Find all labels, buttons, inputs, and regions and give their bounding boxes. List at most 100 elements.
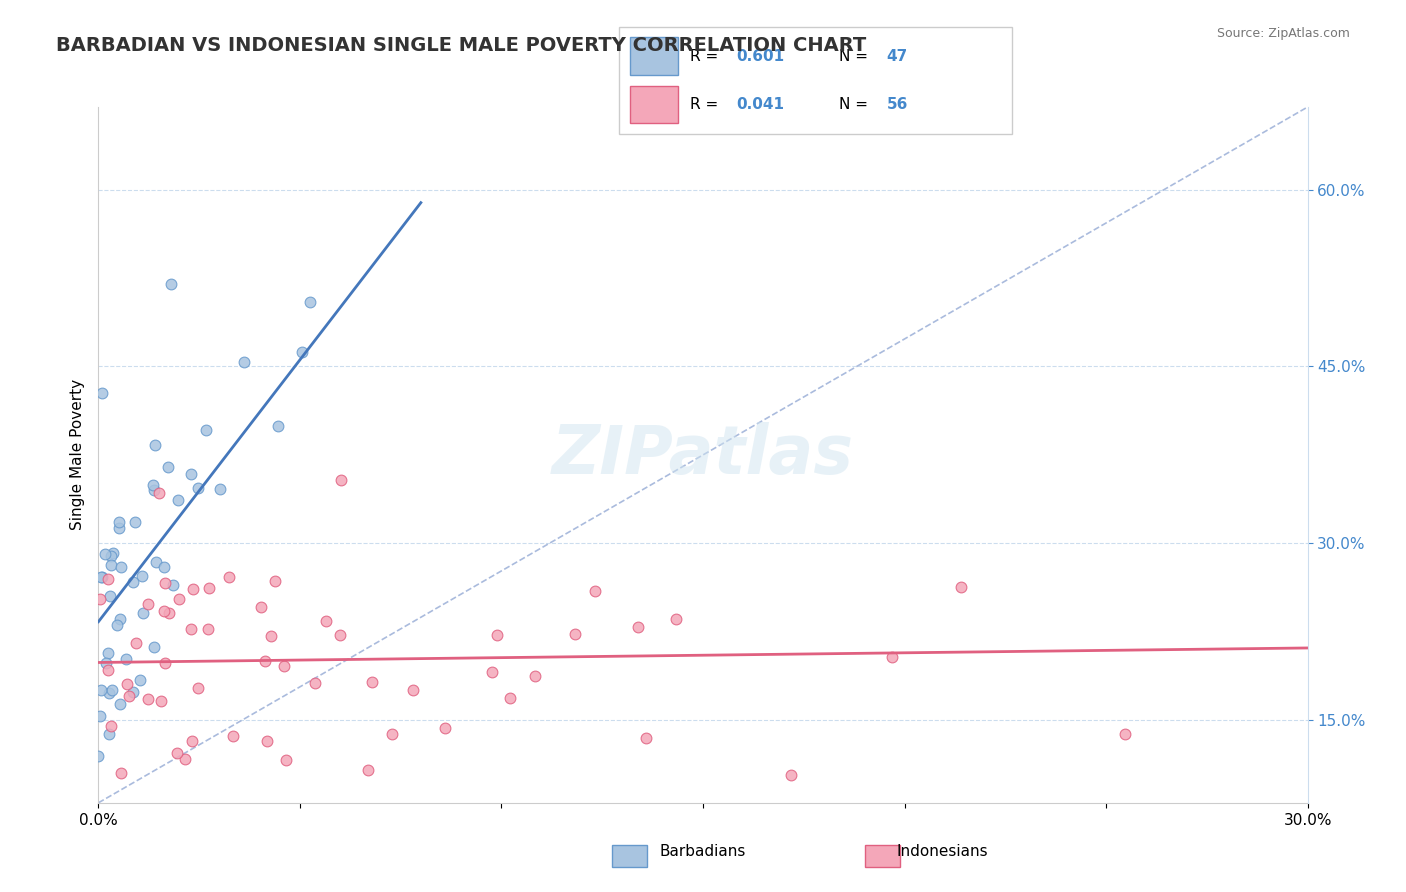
Point xyxy=(253,654,276,668)
Point xyxy=(361,674,384,689)
Point xyxy=(499,691,522,706)
Point xyxy=(434,721,457,735)
Point xyxy=(100,549,122,563)
Point xyxy=(97,663,120,677)
Point xyxy=(138,692,160,706)
Text: 0.601: 0.601 xyxy=(737,49,785,64)
FancyBboxPatch shape xyxy=(630,37,678,75)
Point xyxy=(381,727,404,741)
Text: 0.041: 0.041 xyxy=(737,97,785,112)
Point xyxy=(174,752,197,766)
Point xyxy=(157,459,180,474)
Point xyxy=(208,482,231,496)
Point xyxy=(291,345,314,359)
Point xyxy=(315,614,337,628)
Point xyxy=(143,640,166,655)
Point xyxy=(90,683,112,698)
Point xyxy=(101,683,124,698)
Point xyxy=(260,629,283,643)
Text: Barbadians: Barbadians xyxy=(659,845,747,859)
Text: ZIPatlas: ZIPatlas xyxy=(553,422,853,488)
Point xyxy=(142,483,165,498)
Point xyxy=(115,652,138,666)
Text: N =: N = xyxy=(839,97,873,112)
Point xyxy=(145,555,167,569)
Point xyxy=(110,765,132,780)
Point xyxy=(264,574,287,589)
Point xyxy=(131,569,153,583)
Point xyxy=(91,570,114,584)
Point xyxy=(485,628,508,642)
Point xyxy=(110,698,132,712)
Point xyxy=(273,659,295,673)
Point xyxy=(157,606,180,620)
Text: Source: ZipAtlas.com: Source: ZipAtlas.com xyxy=(1216,27,1350,40)
Point xyxy=(299,295,322,310)
Point xyxy=(167,492,190,507)
Point xyxy=(115,677,138,691)
FancyBboxPatch shape xyxy=(619,27,1012,134)
Point xyxy=(122,575,145,590)
Point xyxy=(98,590,121,604)
Point xyxy=(105,618,128,632)
Point xyxy=(138,597,160,611)
Point xyxy=(97,686,120,700)
Point xyxy=(89,708,111,723)
Point xyxy=(180,467,202,481)
Point xyxy=(96,657,118,671)
Point xyxy=(267,419,290,434)
Point xyxy=(779,768,801,782)
Point xyxy=(96,646,118,660)
Point xyxy=(118,689,141,703)
Point xyxy=(180,622,202,636)
Point xyxy=(132,606,155,620)
Point xyxy=(198,581,221,595)
Point xyxy=(357,763,380,777)
Point xyxy=(108,521,131,535)
Point xyxy=(153,559,176,574)
Point xyxy=(110,560,132,574)
Point xyxy=(250,599,273,614)
Point xyxy=(108,515,131,529)
Point xyxy=(304,675,326,690)
Point xyxy=(256,733,278,747)
Point xyxy=(330,473,353,487)
Point xyxy=(181,582,204,596)
Point xyxy=(329,628,352,642)
Point xyxy=(142,478,165,492)
Point xyxy=(100,719,122,733)
Point xyxy=(97,727,120,741)
Point xyxy=(634,731,657,745)
Point xyxy=(197,623,219,637)
Point xyxy=(162,578,184,592)
Point xyxy=(187,681,209,695)
Point xyxy=(160,277,183,291)
Point xyxy=(153,576,176,591)
Point xyxy=(232,355,254,369)
Text: R =: R = xyxy=(689,97,723,112)
Point xyxy=(950,580,973,594)
Point xyxy=(93,548,115,562)
Y-axis label: Single Male Poverty: Single Male Poverty xyxy=(69,379,84,531)
Point xyxy=(187,481,209,495)
Point xyxy=(564,626,586,640)
Point xyxy=(169,591,191,606)
Text: R =: R = xyxy=(689,49,723,64)
Point xyxy=(181,734,204,748)
Point xyxy=(627,620,650,634)
Point xyxy=(90,570,112,584)
Point xyxy=(583,584,606,599)
Point xyxy=(166,746,188,760)
Point xyxy=(101,546,124,560)
Point xyxy=(665,612,688,626)
Point xyxy=(125,636,148,650)
Point xyxy=(149,693,172,707)
Point xyxy=(481,665,503,680)
Point xyxy=(128,673,150,687)
Point xyxy=(222,729,245,743)
Text: 56: 56 xyxy=(886,97,908,112)
Point xyxy=(274,753,297,767)
Point xyxy=(148,486,170,500)
Point xyxy=(1114,727,1136,741)
Text: Indonesians: Indonesians xyxy=(896,845,988,859)
